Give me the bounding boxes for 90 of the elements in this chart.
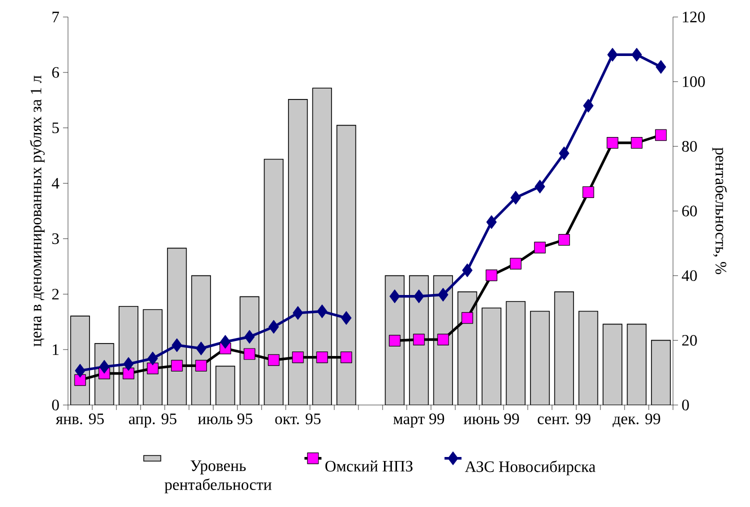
- point: [413, 334, 425, 346]
- point: [74, 364, 86, 378]
- bar: [288, 99, 308, 405]
- y-axis-title: цена в деноминированных рублях за 1 л: [30, 76, 45, 347]
- y2-tick-label: 20: [682, 334, 697, 346]
- point: [437, 334, 449, 346]
- point: [122, 368, 134, 380]
- point: [74, 374, 86, 386]
- point: [607, 48, 618, 62]
- point: [316, 304, 328, 318]
- y-tick-label: 1: [52, 344, 59, 355]
- point: [99, 360, 110, 374]
- point: [244, 348, 256, 360]
- y-tick-label: 4: [52, 178, 60, 189]
- point: [462, 312, 474, 324]
- y-tick-label: 7: [52, 12, 60, 22]
- point: [220, 335, 230, 349]
- y-tick-label: 5: [52, 122, 59, 134]
- point: [292, 352, 304, 364]
- bar: [264, 158, 284, 405]
- point: [656, 60, 666, 74]
- bar: [312, 88, 332, 405]
- point: [388, 334, 401, 347]
- legend-label: АЗС Новосибирска: [464, 460, 596, 476]
- bar: [482, 308, 502, 405]
- point: [510, 190, 521, 204]
- y-tick-label: 6: [52, 67, 60, 78]
- point: [606, 137, 618, 149]
- point: [341, 311, 352, 325]
- point: [196, 342, 206, 356]
- y2-tick-label: 0: [682, 400, 689, 410]
- point: [534, 180, 546, 194]
- bar: [626, 324, 647, 405]
- point: [486, 215, 497, 229]
- y-tick-label: 2: [52, 288, 59, 300]
- point: [123, 357, 134, 371]
- y2-tick-label: 80: [682, 140, 697, 152]
- point: [292, 306, 304, 320]
- x-tick-label: дек. 99: [612, 414, 660, 428]
- bar: [602, 324, 622, 405]
- point: [146, 362, 158, 374]
- y-tick-label: 3: [52, 233, 59, 244]
- legend-label: Омский НПЗ: [325, 460, 412, 472]
- point: [558, 234, 570, 246]
- x-tick-label: окт. 95: [275, 414, 321, 424]
- point: [268, 320, 279, 334]
- bar: [384, 275, 405, 405]
- y2-tick-label: 120: [682, 12, 705, 22]
- legend-label: Уровень рентабельности: [164, 460, 272, 494]
- point: [171, 360, 183, 372]
- y2-tick-label: 40: [682, 270, 697, 282]
- point: [268, 354, 280, 366]
- point: [340, 352, 352, 364]
- y2-tick-label: 100: [682, 76, 705, 88]
- point: [462, 264, 472, 278]
- x-tick-label: июль 95: [198, 414, 252, 424]
- point: [582, 186, 594, 198]
- y2-axis-title: рентабельность, %: [712, 148, 728, 274]
- bar: [167, 248, 187, 405]
- x-tick-label: июнь 99: [464, 414, 519, 424]
- point: [583, 98, 594, 112]
- point: [148, 352, 158, 366]
- point: [172, 338, 182, 352]
- bar: [530, 310, 550, 405]
- point: [195, 360, 207, 372]
- point: [655, 129, 667, 141]
- bar: [215, 366, 236, 405]
- point: [414, 290, 424, 304]
- point: [510, 258, 522, 270]
- y2-tick-label: 60: [682, 206, 697, 216]
- point: [438, 288, 448, 302]
- x-tick-label: март 99: [393, 414, 444, 428]
- bar: [506, 301, 526, 405]
- point: [534, 242, 546, 254]
- bar: [578, 310, 598, 405]
- bar: [554, 291, 574, 405]
- point: [558, 146, 570, 160]
- bar: [457, 291, 478, 405]
- point: [630, 137, 643, 149]
- bar: [336, 124, 356, 405]
- point: [632, 48, 642, 62]
- x-tick-label: апр. 95: [128, 414, 176, 428]
- point: [390, 290, 400, 304]
- x-tick-label: сент. 99: [538, 414, 590, 424]
- x-tick-label: янв. 95: [56, 414, 104, 424]
- point: [486, 269, 498, 282]
- point: [316, 352, 328, 364]
- y-tick-label: 0: [52, 400, 59, 410]
- point: [244, 330, 255, 344]
- bar: [651, 340, 671, 405]
